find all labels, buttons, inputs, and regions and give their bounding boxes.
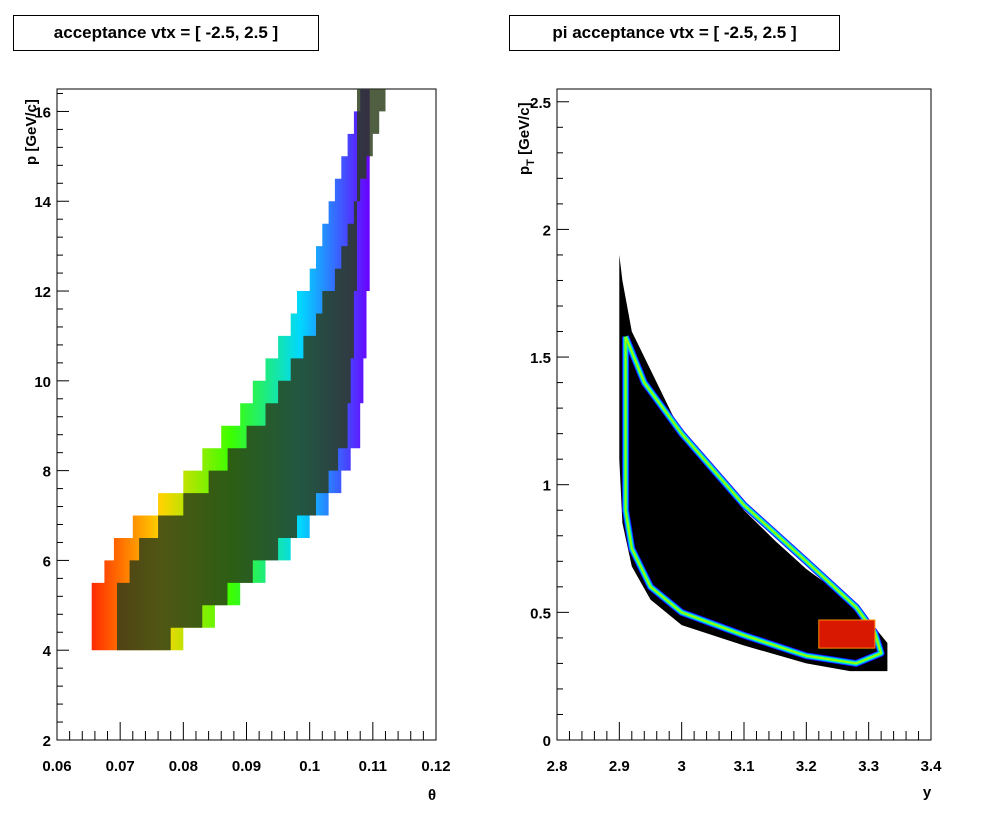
left-acceptance-core: [117, 89, 386, 651]
left-chart: 0.06 0.07 0.08 0.09 0.1 0.11 0.12246810121416 …: [23, 88, 451, 804]
right-ylabel: pT [GeV/c]: [516, 102, 537, 175]
left-y-tick-label: 12: [34, 284, 51, 301]
right-hotspot: [818, 619, 876, 649]
left-y-tick-label: 16: [34, 104, 51, 121]
left-y-tick-label: 2: [43, 733, 51, 750]
right-x-tick-label: 2.9: [609, 758, 630, 775]
left-y-tick-label: 6: [43, 553, 51, 570]
left-ylabel: p [GeV/c]: [23, 99, 40, 165]
right-chart-title: pi acceptance vtx = [ -2.5, 2.5 ]: [509, 15, 840, 51]
right-x-tick-label: 3.4: [921, 758, 943, 775]
right-acceptance-region: [619, 254, 888, 672]
left-x-tick-label: 0.06: [42, 758, 71, 775]
left-y-tick-label: 10: [34, 374, 51, 391]
right-y-tick-label: 0.5: [530, 605, 551, 622]
right-contour-ring: [624, 336, 882, 665]
right-x-tick-label: 2.8: [547, 758, 568, 775]
left-x-tick-label: 0.08: [169, 758, 198, 775]
left-xlabel: θ: [428, 787, 436, 804]
right-x-tick-label: 3.2: [796, 758, 817, 775]
left-y-tick-label: 8: [43, 464, 51, 481]
left-x-tick-label: 0.11: [359, 758, 387, 775]
right-x-tick-label: 3.1: [734, 758, 755, 775]
left-x-tick-label: 0.07: [106, 758, 135, 775]
right-xlabel: y: [923, 784, 932, 801]
left-chart-title: acceptance vtx = [ -2.5, 2.5 ]: [13, 15, 319, 51]
right-x-tick-label: 3.3: [858, 758, 879, 775]
right-y-tick-label: 0: [543, 733, 551, 750]
left-x-tick-label: 0.1: [299, 758, 320, 775]
left-y-tick-label: 4: [43, 643, 52, 660]
left-x-tick-label: 0.12: [421, 758, 450, 775]
left-y-tick-label: 14: [34, 194, 51, 211]
right-y-tick-label: 1.5: [530, 350, 551, 367]
right-y-tick-label: 2: [543, 222, 551, 239]
right-y-tick-label: 1: [543, 478, 551, 495]
right-chart: 2.8 2.9 3 3.1 3.2 3.3 3.4 0 0.5 1 1.5 2 2.5 pT [GeV/…: [516, 88, 943, 801]
right-x-tick-label: 3: [677, 758, 685, 775]
left-x-tick-label: 0.09: [232, 758, 261, 775]
right-y-tick-label: 2.5: [530, 95, 551, 112]
